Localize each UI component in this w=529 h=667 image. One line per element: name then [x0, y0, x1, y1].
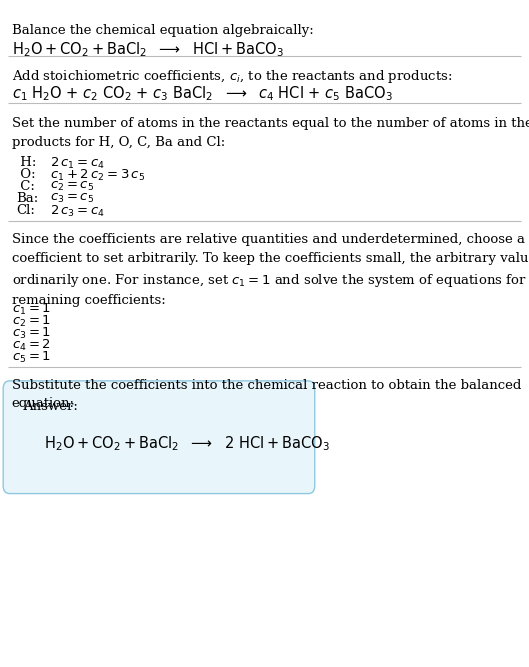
Text: $c_3 = c_5$: $c_3 = c_5$	[50, 192, 94, 205]
Text: $\mathrm{H_2O + CO_2 + BaCl_2}$  $\longrightarrow$  $\mathrm{HCl + BaCO_3}$: $\mathrm{H_2O + CO_2 + BaCl_2}$ $\longri…	[12, 40, 284, 59]
Text: $c_1 + 2\,c_2 = 3\,c_5$: $c_1 + 2\,c_2 = 3\,c_5$	[50, 168, 145, 183]
Text: $\mathrm{H_2O + CO_2 + BaCl_2}$  $\longrightarrow$  $2\ \mathrm{HCl + BaCO_3}$: $\mathrm{H_2O + CO_2 + BaCl_2}$ $\longri…	[44, 434, 330, 453]
Text: Set the number of atoms in the reactants equal to the number of atoms in the
pro: Set the number of atoms in the reactants…	[12, 117, 529, 149]
Text: $c_4 = 2$: $c_4 = 2$	[12, 338, 51, 353]
Text: $c_2 = 1$: $c_2 = 1$	[12, 313, 51, 329]
Text: Ba:: Ba:	[16, 192, 38, 205]
Text: $2\,c_1 = c_4$: $2\,c_1 = c_4$	[50, 156, 105, 171]
Text: Balance the chemical equation algebraically:: Balance the chemical equation algebraica…	[12, 24, 313, 37]
Text: $c_2 = c_5$: $c_2 = c_5$	[50, 180, 94, 193]
Text: H:: H:	[16, 156, 37, 169]
Text: Substitute the coefficients into the chemical reaction to obtain the balanced
eq: Substitute the coefficients into the che…	[12, 379, 521, 410]
Text: Cl:: Cl:	[16, 204, 35, 217]
Text: Answer:: Answer:	[23, 400, 78, 412]
Text: $c_1$ $\mathrm{H_2O}$ $+$ $c_2$ $\mathrm{CO_2}$ $+$ $c_3$ $\mathrm{BaCl_2}$  $\l: $c_1$ $\mathrm{H_2O}$ $+$ $c_2$ $\mathrm…	[12, 84, 393, 103]
FancyBboxPatch shape	[3, 381, 315, 494]
Text: C:: C:	[16, 180, 35, 193]
Text: $c_3 = 1$: $c_3 = 1$	[12, 325, 51, 341]
Text: Add stoichiometric coefficients, $c_i$, to the reactants and products:: Add stoichiometric coefficients, $c_i$, …	[12, 68, 452, 85]
Text: O:: O:	[16, 168, 35, 181]
Text: Since the coefficients are relative quantities and underdetermined, choose a
coe: Since the coefficients are relative quan…	[12, 233, 529, 307]
Text: $c_5 = 1$: $c_5 = 1$	[12, 350, 51, 365]
Text: $c_1 = 1$: $c_1 = 1$	[12, 301, 51, 317]
Text: $2\,c_3 = c_4$: $2\,c_3 = c_4$	[50, 204, 105, 219]
